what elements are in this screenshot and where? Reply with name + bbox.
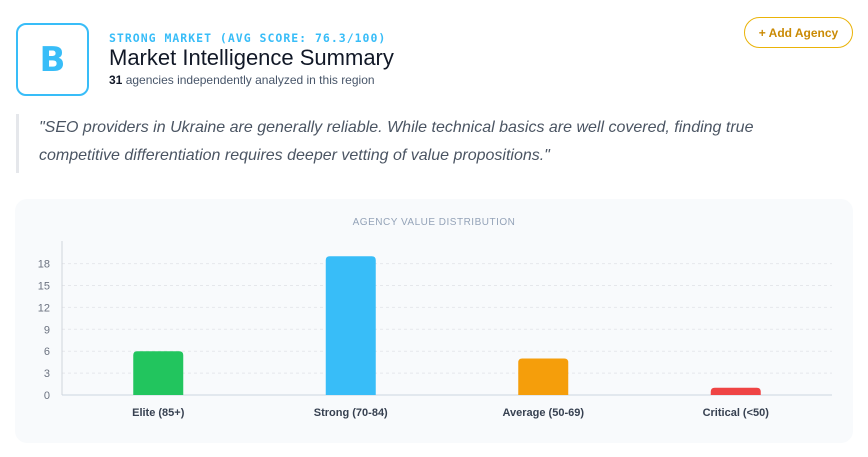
agency-count-suffix: agencies independently analyzed in this …	[125, 73, 375, 87]
agency-count-text: 31 agencies independently analyzed in th…	[109, 73, 375, 87]
bar-elite-85	[133, 351, 184, 395]
bar-strong-70-84	[325, 256, 376, 395]
y-tick-label: 3	[44, 368, 50, 380]
bar-critical-50	[710, 387, 761, 395]
add-agency-button[interactable]: + Add Agency	[744, 17, 853, 48]
page-title: Market Intelligence Summary	[109, 45, 394, 70]
grade-badge: B	[16, 23, 89, 96]
agency-count: 31	[109, 73, 123, 87]
market-quote: "SEO providers in Ukraine are generally …	[16, 114, 816, 173]
x-category-label: Critical (<50)	[703, 407, 770, 419]
x-category-label: Strong (70-84)	[314, 407, 388, 419]
y-tick-label: 6	[44, 346, 50, 358]
market-strength-label: STRONG MARKET (AVG SCORE: 76.3/100)	[109, 31, 387, 45]
y-tick-label: 0	[44, 390, 50, 402]
y-tick-label: 9	[44, 324, 50, 336]
y-tick-label: 18	[38, 259, 50, 271]
y-tick-label: 15	[38, 281, 50, 293]
x-category-label: Average (50-69)	[502, 407, 584, 419]
chart-title: AGENCY VALUE DISTRIBUTION	[352, 217, 516, 228]
x-category-label: Elite (85+)	[132, 407, 185, 419]
bar-average-50-69	[518, 358, 569, 395]
y-tick-label: 12	[38, 302, 50, 314]
chart-card	[15, 199, 853, 443]
